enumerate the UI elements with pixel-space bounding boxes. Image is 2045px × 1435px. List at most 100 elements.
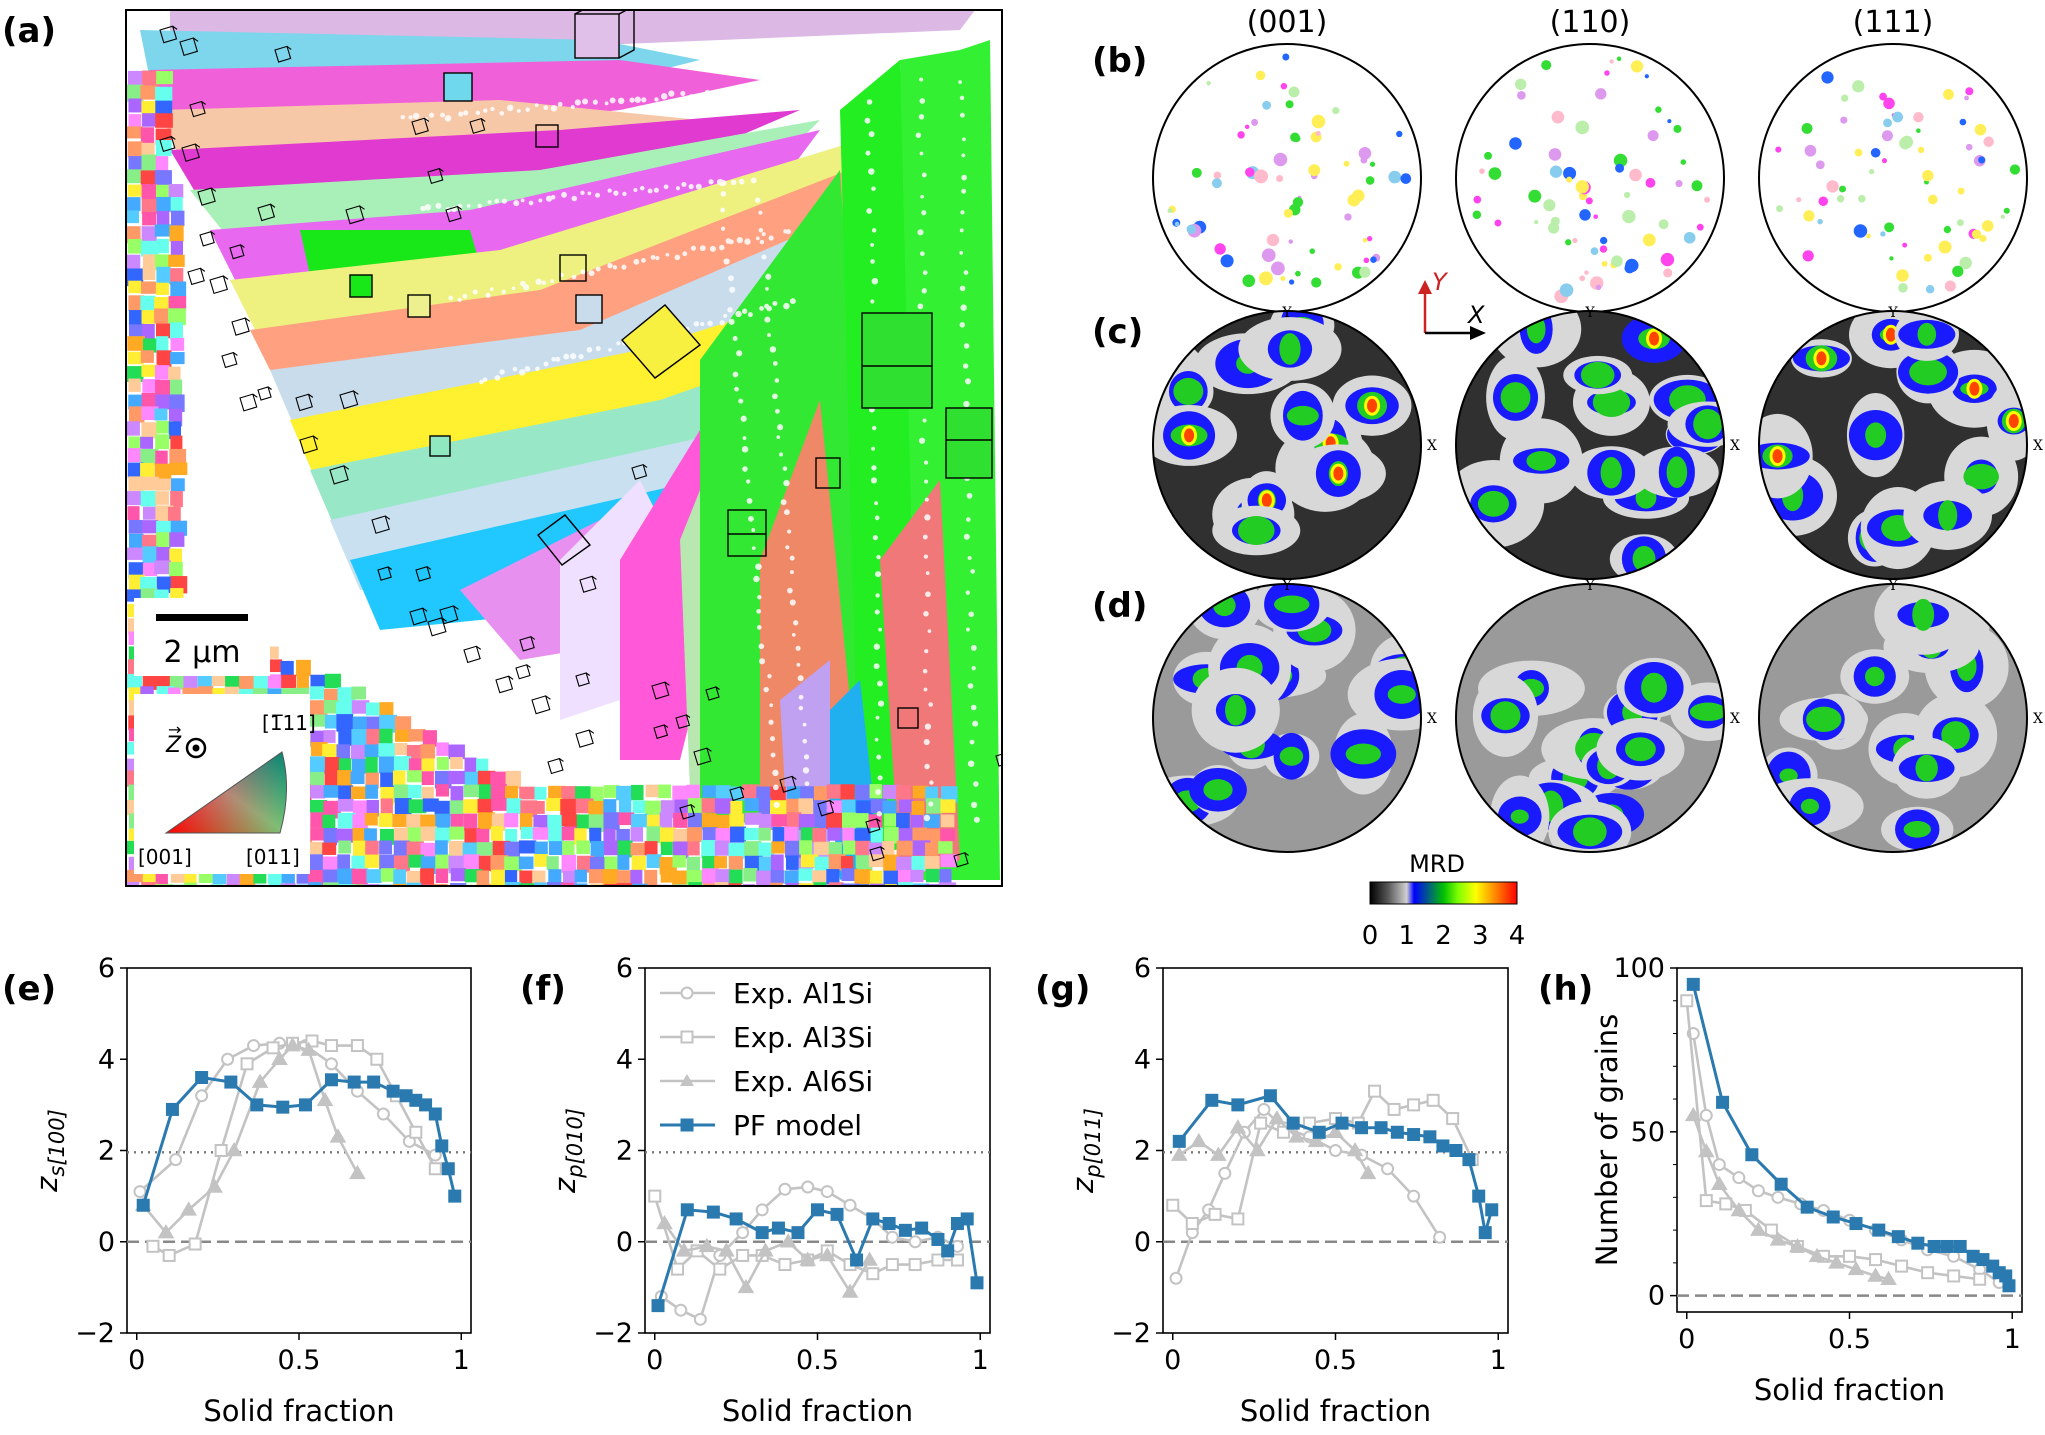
y-tick-label: 4: [616, 1044, 633, 1075]
dendrite-dot: [580, 269, 586, 275]
dendrite-dot: [535, 366, 540, 372]
data-point: [850, 1253, 864, 1267]
fine-grain: [854, 813, 869, 828]
dendrite-dot: [650, 254, 656, 260]
data-point: [801, 1180, 815, 1194]
data-point: [830, 1207, 844, 1221]
panel-label-c: (c): [1092, 312, 1143, 352]
data-point: [931, 1232, 945, 1246]
fine-grain: [714, 798, 733, 814]
data-point: [737, 1278, 755, 1294]
fine-grain: [562, 870, 577, 886]
data-point: [799, 1251, 817, 1266]
chart-e: 0 0.5 1 −2 0 2 4 6 Solid fraction zs[100]: [30, 953, 472, 1428]
pole-dot: [1396, 130, 1403, 138]
fine-grain: [393, 827, 410, 844]
fine-grain: [742, 784, 760, 800]
pole-dot: [1276, 174, 1284, 183]
orientation-cube: [181, 143, 201, 162]
pole-dot: [1285, 100, 1294, 109]
pole-dot: [1974, 123, 1987, 136]
fine-grain: [154, 408, 168, 421]
data-point: [1276, 1125, 1290, 1139]
data-point: [441, 1162, 455, 1176]
data-point: [1921, 1266, 1935, 1280]
data-point: [214, 1144, 228, 1157]
dendrite-dot: [472, 289, 478, 295]
orientation-cube: [729, 786, 745, 802]
pole-dot: [1629, 168, 1642, 182]
dendrite-dot: [876, 754, 882, 760]
pole-dot: [1817, 218, 1823, 225]
dendrite-dot: [538, 198, 543, 203]
fine-grain: [309, 714, 327, 727]
data-point: [1869, 1253, 1883, 1267]
dendrite-dot: [747, 312, 753, 318]
pole-dot: [1957, 187, 1965, 195]
fine-grain: [896, 785, 911, 802]
fine-grain: [616, 883, 633, 886]
fine-grain: [393, 756, 412, 771]
dendrite-dot: [772, 361, 778, 366]
dendrite-dot: [634, 96, 641, 103]
orientation-cube: [427, 167, 444, 185]
fine-grain: [379, 840, 393, 855]
series-exp-al6si: [1684, 1106, 1897, 1285]
orientation-cube: [209, 275, 229, 295]
dendrite-dot: [789, 570, 794, 575]
dendrite-dot: [967, 683, 974, 689]
fine-grain: [533, 814, 551, 829]
fine-grain: [140, 240, 159, 257]
fine-grain: [896, 856, 915, 874]
fine-grain: [436, 742, 449, 756]
dendrite-dot: [877, 775, 883, 781]
data-point: [1699, 1108, 1713, 1122]
pole-dot: [1572, 237, 1578, 244]
fine-grain: [308, 772, 325, 788]
legend-label: PF model: [733, 1109, 862, 1142]
fine-grain: [798, 883, 816, 886]
dendrite-dot: [588, 270, 595, 277]
fine-grain: [394, 798, 412, 815]
fine-grain: [338, 729, 355, 746]
dendrite-dot: [923, 554, 929, 559]
data-point: [1849, 1217, 1863, 1231]
pole-dot: [1802, 250, 1814, 262]
pole-dot: [2000, 214, 2005, 219]
fine-grain: [197, 673, 213, 690]
dendrite-dot: [543, 361, 549, 367]
fine-grain: [168, 421, 181, 440]
dendrite-dot: [967, 555, 972, 560]
data-point: [1368, 1084, 1382, 1098]
data-point: [1712, 1158, 1726, 1172]
dendrite-dot: [871, 465, 877, 471]
colorbar-tick: 4: [1509, 921, 1526, 951]
fine-grain: [154, 673, 172, 688]
fine-grain: [490, 883, 504, 886]
fine-grain: [127, 141, 143, 158]
dendrite-dot: [704, 89, 711, 96]
pole-dot: [1854, 148, 1863, 157]
dendrite-dot: [966, 517, 971, 522]
fine-grain: [728, 856, 743, 870]
fine-grain: [253, 674, 270, 692]
fine-grain: [156, 532, 170, 548]
fine-grain: [490, 826, 503, 841]
fine-grain: [323, 800, 341, 819]
fine-grain: [156, 350, 172, 368]
dendrite-dot: [746, 498, 753, 504]
pole-dot: [1983, 136, 1994, 147]
data-point: [841, 1283, 859, 1298]
dendrite-dot: [660, 93, 668, 100]
pole-dot: [1369, 161, 1376, 167]
fine-grain: [882, 800, 897, 815]
dendrite-dot: [923, 460, 929, 465]
pole-dot: [1559, 283, 1574, 297]
fine-grain: [659, 812, 673, 829]
fine-grain: [156, 323, 174, 339]
fine-grain: [868, 854, 886, 868]
dendrite-dot: [489, 287, 494, 291]
dendrite-dot: [919, 151, 924, 156]
pole-dot: [1388, 170, 1402, 184]
dendrite-dot: [513, 200, 520, 207]
